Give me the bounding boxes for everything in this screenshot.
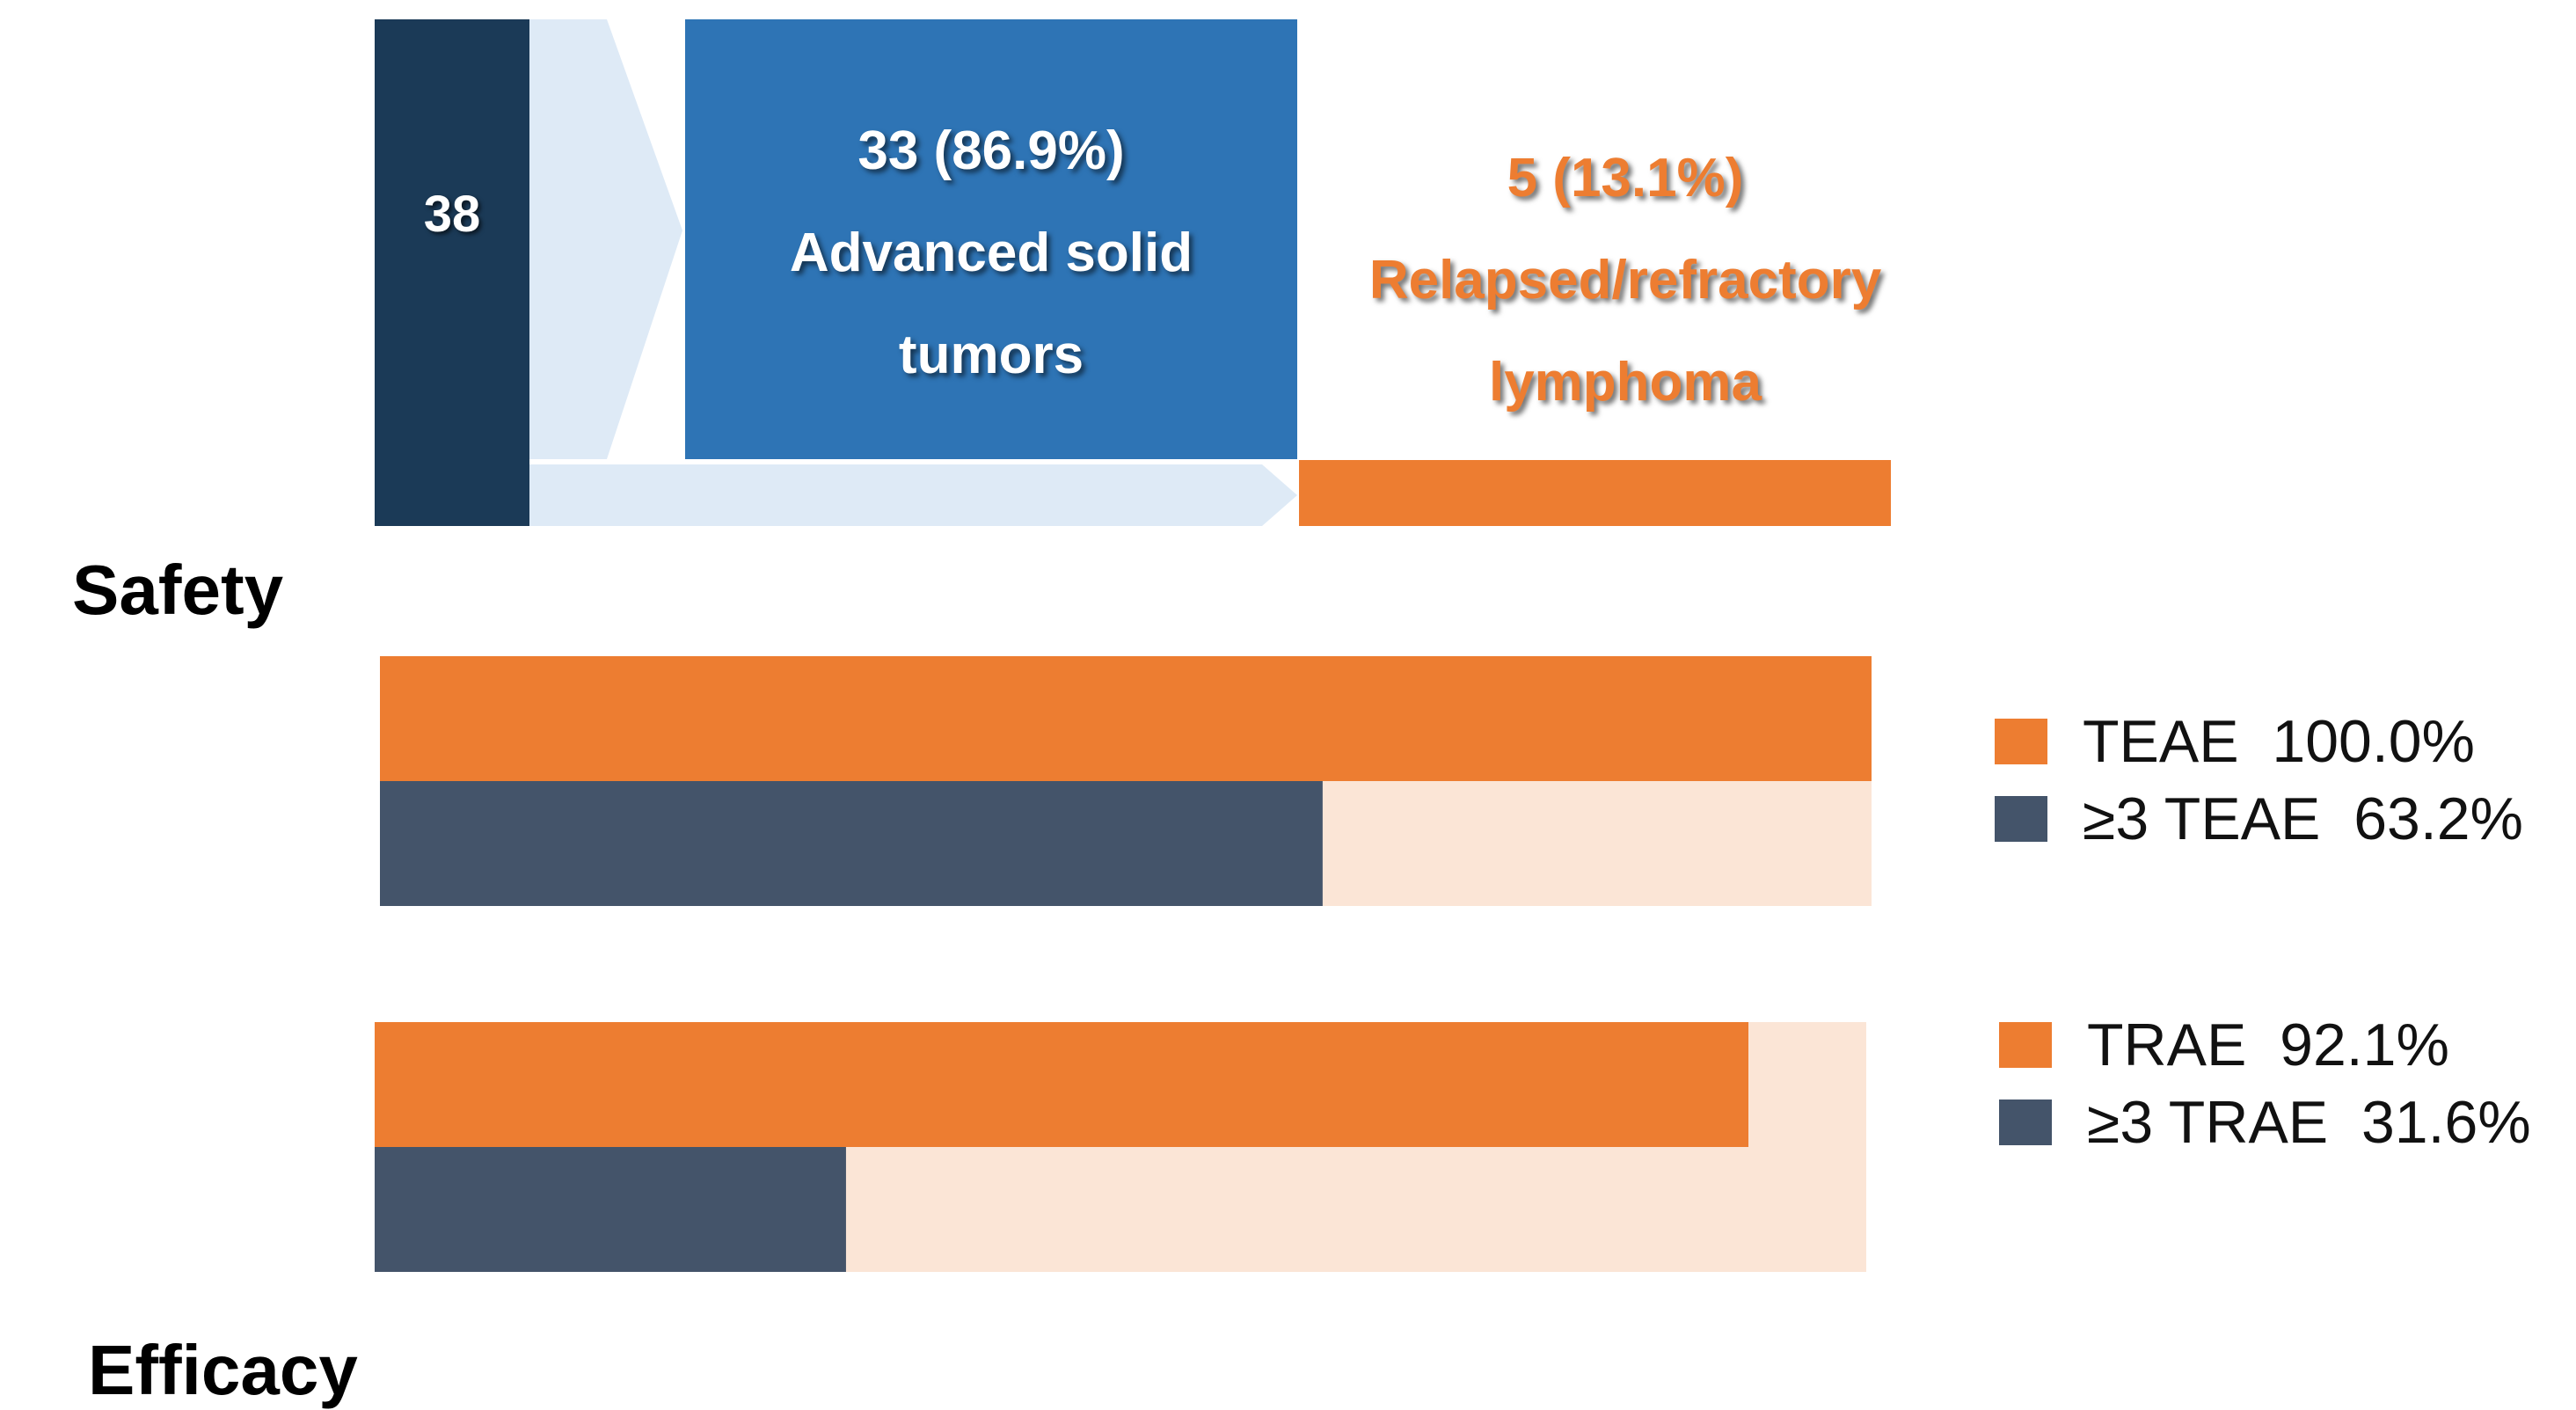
total-patients-box (375, 19, 529, 526)
bar--3-teae (380, 781, 1323, 906)
legend-label-trae-grade3: ≥3 TRAE 31.6% (2087, 1089, 2531, 1156)
solid-tumors-text: 33 (86.9%) Advanced solid tumors (685, 100, 1297, 406)
legend-item-trae-grade3: ≥3 TRAE 31.6% (1999, 1092, 2531, 1153)
lymphoma-count: 5 (13.1%) (1507, 148, 1744, 208)
legend-item-trae: TRAE 92.1% (1999, 1014, 2531, 1076)
safety-title: Safety (72, 551, 284, 629)
lymphoma-label-line1: Relapsed/refractory (1368, 250, 1882, 310)
bar--3-trae (375, 1147, 846, 1272)
legend-label-teae-grade3: ≥3 TEAE 63.2% (2083, 785, 2524, 852)
legend-swatch-teae (1995, 719, 2047, 764)
trae-legend: TRAE 92.1% ≥3 TRAE 31.6% (1999, 1014, 2531, 1153)
legend-item-teae: TEAE 100.0% (1995, 711, 2523, 772)
efficacy-title: Efficacy (88, 1331, 358, 1409)
legend-swatch-trae-grade3 (1999, 1100, 2052, 1145)
teae-legend: TEAE 100.0% ≥3 TEAE 63.2% (1995, 711, 2523, 850)
legend-swatch-teae-grade3 (1995, 796, 2047, 842)
flow-arrows (529, 19, 1297, 526)
legend-label-teae: TEAE 100.0% (2083, 708, 2476, 775)
bar-teae (380, 656, 1872, 781)
solid-count: 33 (86.9%) (857, 121, 1125, 181)
solid-tumors-box (685, 19, 1297, 459)
legend-item-teae-grade3: ≥3 TEAE 63.2% (1995, 788, 2523, 850)
total-patients-label: 38 (423, 186, 481, 243)
legend-label-trae: TRAE 92.1% (2087, 1012, 2449, 1078)
lymphoma-text: 5 (13.1%) Relapsed/refractory lymphoma (1300, 128, 1951, 434)
lymphoma-label-line2: lymphoma (1488, 352, 1762, 413)
bar-trae (375, 1022, 1749, 1147)
lymphoma-bar (1299, 460, 1891, 526)
solid-label-line2: tumors (898, 325, 1084, 385)
legend-swatch-trae (1999, 1022, 2052, 1068)
arrow-to-lymphoma (529, 464, 1297, 526)
chevron-arrow-to-solid (529, 19, 682, 459)
solid-label-line1: Advanced solid (789, 223, 1193, 283)
